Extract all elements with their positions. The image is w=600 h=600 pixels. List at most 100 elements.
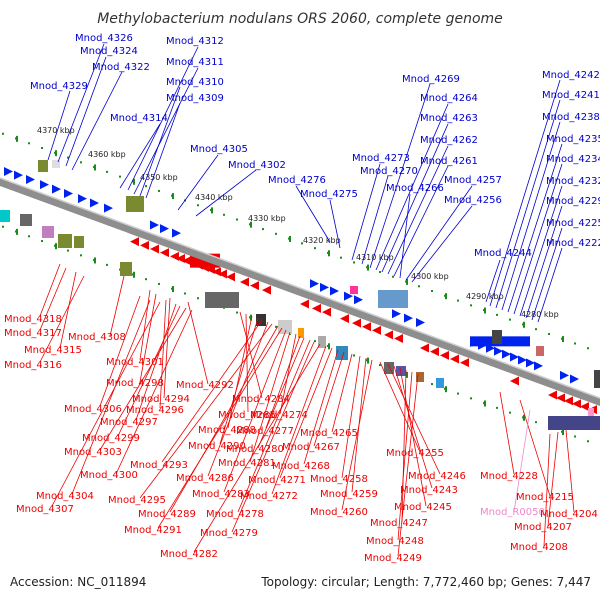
accession-text: Accession: NC_011894	[10, 575, 146, 589]
leader-line	[401, 369, 407, 523]
scale-dot	[379, 363, 381, 366]
leader-line	[71, 299, 151, 495]
scale-dot	[28, 235, 30, 238]
leader-line	[99, 295, 141, 407]
forward-gene-label: Mnod_4309	[166, 93, 224, 104]
scale-tick	[94, 257, 96, 264]
forward-gene-arrow	[160, 224, 169, 234]
feature-box	[52, 160, 60, 168]
reverse-gene-label: Mnod_4290	[188, 441, 246, 452]
scale-dot	[106, 263, 108, 266]
reverse-gene-arrow	[160, 248, 169, 258]
kbp-label: 4310 kbp	[356, 253, 394, 262]
reverse-gene-arrow	[372, 325, 381, 335]
leader-line	[271, 345, 327, 495]
forward-gene-label: Mnod_4229	[546, 196, 600, 207]
feature-box	[396, 366, 406, 376]
reverse-gene-label: Mnod_4316	[4, 360, 62, 371]
forward-gene-label: Mnod_4302	[228, 160, 286, 171]
reverse-gene-arrow	[322, 307, 331, 317]
reverse-gene-label: Mnod_4294	[132, 394, 190, 405]
forward-gene-label: Mnod_4264	[420, 93, 478, 104]
reverse-gene-arrow	[420, 343, 429, 353]
reverse-gene-arrow	[170, 251, 179, 261]
reverse-gene-label: Mnod_4228	[480, 471, 538, 482]
leader-line	[341, 355, 361, 479]
reverse-gene-arrow	[440, 350, 449, 360]
reverse-gene-arrow	[140, 240, 149, 250]
forward-gene-label: Mnod_4324	[80, 46, 138, 57]
genome-backbone-highlight	[0, 177, 600, 399]
scale-dot	[509, 318, 511, 321]
forward-gene-arrow	[510, 352, 519, 362]
leader-line	[495, 99, 561, 309]
scale-dot	[236, 218, 238, 221]
leader-line	[139, 86, 181, 197]
reverse-gene-label: Mnod_4300	[80, 470, 138, 481]
forward-gene-arrow	[40, 180, 49, 190]
forward-gene-label: Mnod_4305	[190, 144, 248, 155]
leader-line	[193, 343, 321, 553]
leader-line	[163, 297, 171, 399]
scale-tick	[16, 135, 18, 142]
leader-line	[139, 289, 151, 361]
leader-line	[397, 371, 413, 541]
leader-line	[195, 169, 257, 217]
reverse-gene-arrow	[300, 299, 309, 309]
forward-gene-arrow	[354, 295, 363, 305]
reverse-gene-label: Mnod_4298	[106, 378, 164, 389]
forward-gene-label: Mnod_4275	[300, 189, 358, 200]
reverse-gene-arrow	[218, 269, 227, 279]
leader-line	[375, 103, 449, 271]
scale-tick	[328, 250, 330, 257]
scale-dot	[431, 290, 433, 293]
leader-line	[303, 349, 339, 465]
scale-dot	[275, 232, 277, 235]
scale-dot	[587, 440, 589, 443]
leader-line	[115, 309, 193, 475]
reverse-gene-arrow	[362, 322, 371, 332]
forward-gene-label: Mnod_4270	[360, 166, 418, 177]
kbp-label: 4320 kbp	[303, 236, 341, 245]
forward-gene-arrow	[14, 170, 23, 180]
scale-dot	[275, 325, 277, 328]
leader-line	[351, 163, 381, 261]
scale-dot	[28, 142, 30, 145]
forward-gene-label: Mnod_4311	[166, 57, 224, 68]
leader-line	[507, 143, 563, 313]
scale-dot	[457, 299, 459, 302]
scale-tick	[367, 264, 369, 271]
reverse-gene-label: Mnod_4297	[100, 417, 158, 428]
reverse-gene-arrow	[240, 277, 249, 287]
reverse-gene-arrow	[312, 303, 321, 313]
forward-gene-arrow	[494, 346, 503, 356]
leader-line	[399, 193, 411, 279]
feature-box	[492, 330, 502, 344]
scale-tick	[406, 371, 408, 378]
reverse-gene-label: Mnod_4258	[310, 474, 368, 485]
leader-line	[139, 323, 273, 499]
scale-dot	[158, 189, 160, 192]
reverse-gene-label: Mnod_4268	[272, 461, 330, 472]
forward-gene-arrow	[534, 361, 543, 371]
scale-tick	[445, 293, 447, 300]
leader-line	[39, 267, 67, 331]
scale-tick	[172, 286, 174, 293]
genome-backbone	[0, 178, 600, 406]
reverse-gene-label: Mnod_4315	[24, 345, 82, 356]
reverse-gene-label: Mnod_4255	[386, 448, 444, 459]
forward-gene-arrow	[518, 355, 527, 365]
forward-gene-arrow	[344, 291, 353, 301]
reverse-gene-label: Mnod_4245	[394, 502, 452, 513]
leader-line	[249, 331, 291, 463]
forward-gene-arrow	[310, 279, 319, 289]
scale-tick	[55, 150, 57, 157]
feature-box	[336, 346, 348, 360]
leader-line	[485, 259, 501, 303]
forward-gene-arrow	[104, 203, 113, 213]
leader-line	[135, 303, 177, 421]
leader-line	[117, 305, 181, 437]
scale-dot	[41, 147, 43, 150]
feature-box	[548, 416, 600, 430]
